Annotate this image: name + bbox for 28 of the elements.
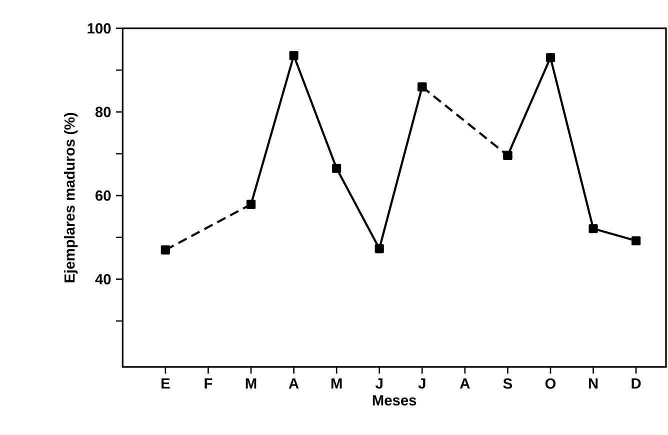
x-tick-label: A (288, 378, 299, 388)
x-tick-label: N (588, 378, 598, 388)
point (546, 53, 556, 62)
point (503, 150, 512, 160)
y-tick-label: 80 (95, 106, 111, 118)
x-tick-label: J (418, 378, 426, 389)
point (374, 244, 384, 254)
point (289, 50, 298, 60)
point (160, 245, 170, 254)
x-tick-label: J (376, 378, 382, 389)
x-tick-label: F (204, 378, 212, 388)
x-tick-label: M (331, 378, 342, 388)
point (632, 236, 641, 246)
x-tick-label: M (246, 378, 256, 388)
point (246, 200, 256, 209)
x-tick-label: A (460, 378, 470, 388)
point (332, 164, 342, 173)
x-tick-label: O (545, 378, 556, 389)
x-tick-label: S (503, 378, 512, 389)
x-tick-label: E (162, 378, 170, 388)
x-tick-label: D (632, 378, 641, 388)
y-axis-title: Ejemplares maduros (%) (64, 112, 78, 282)
y-tick-label: 60 (96, 190, 111, 201)
point (588, 224, 598, 234)
y-tick-label: 40 (95, 274, 111, 284)
y-tick-label: 100 (88, 23, 111, 34)
point (418, 82, 427, 92)
x-axis-title: Meses (372, 395, 416, 406)
